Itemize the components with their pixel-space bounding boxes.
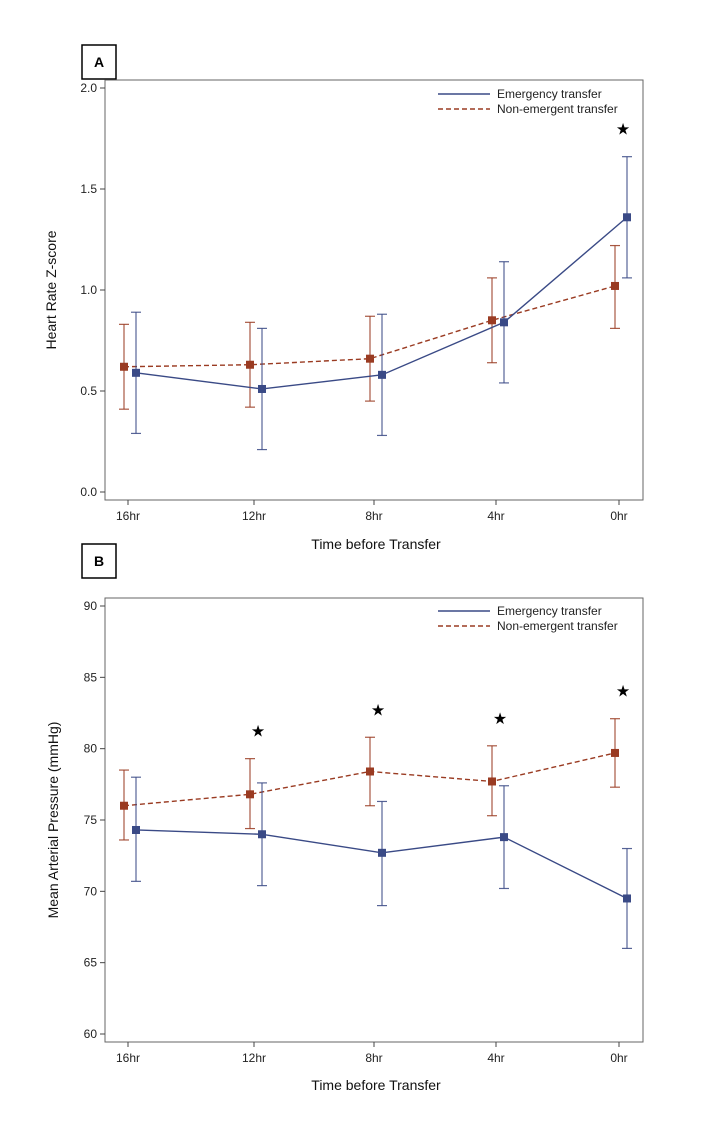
y-tick-label: 60	[84, 1027, 98, 1041]
y-tick-label: 90	[84, 599, 98, 613]
panel-letter: B	[94, 553, 104, 569]
data-point	[623, 213, 631, 222]
data-point	[623, 894, 631, 903]
significance-star: ★	[493, 709, 507, 728]
legend-label: Non-emergent transfer	[497, 102, 618, 116]
x-tick-label: 0hr	[610, 1051, 627, 1065]
data-point	[611, 748, 619, 757]
x-tick-label: 8hr	[365, 1051, 382, 1065]
series-non-emergent	[119, 244, 620, 410]
y-tick-label: 0.0	[80, 485, 97, 499]
data-point	[611, 281, 619, 290]
panel-letter: A	[94, 54, 104, 70]
panel-letter-box	[81, 543, 117, 579]
y-tick-label: 1.5	[80, 182, 97, 196]
data-point	[488, 777, 496, 786]
data-point	[120, 801, 128, 810]
x-tick-label: 4hr	[487, 1051, 504, 1065]
x-tick-label: 16hr	[116, 509, 140, 523]
data-point	[488, 316, 496, 325]
x-tick-label: 12hr	[242, 1051, 266, 1065]
chart-panel-b: B 60 65 70 75 80 85 90 16hr 12hr 8hr 4hr 0hr Time bef…	[45, 543, 644, 1093]
data-point	[366, 767, 374, 776]
significance-star: ★	[616, 682, 630, 701]
x-tick-label: 4hr	[487, 509, 504, 523]
x-axis-label: Time before Transfer	[311, 1077, 441, 1093]
chart-panel-a: A 0.0 0.5 1.0 1.5 2.0 16hr 12hr 8hr 4hr 0hr Time be…	[43, 44, 644, 552]
data-point	[258, 384, 266, 393]
panel-letter-box	[81, 44, 117, 80]
x-tick-label: 16hr	[116, 1051, 140, 1065]
y-tick-label: 75	[84, 813, 98, 827]
series-emergency	[131, 776, 632, 950]
y-axis-label: Mean Arterial Pressure (mmHg)	[45, 722, 61, 919]
data-point	[500, 318, 508, 327]
x-tick-label: 0hr	[610, 509, 627, 523]
data-point	[132, 368, 140, 377]
x-tick-label: 12hr	[242, 509, 266, 523]
significance-star: ★	[251, 722, 265, 741]
y-tick-label: 70	[84, 884, 98, 898]
y-axis-label: Heart Rate Z-score	[43, 230, 59, 349]
legend-label: Emergency transfer	[497, 87, 602, 101]
legend-label: Emergency transfer	[497, 604, 602, 618]
significance-star: ★	[371, 700, 385, 719]
data-point	[378, 370, 386, 379]
x-axis-label: Time before Transfer	[311, 536, 441, 552]
y-tick-label: 0.5	[80, 384, 97, 398]
series-emergency	[131, 156, 632, 451]
data-point	[120, 362, 128, 371]
plot-frame	[104, 79, 644, 501]
y-tick-label: 65	[84, 956, 98, 970]
y-tick-label: 80	[84, 742, 98, 756]
data-point	[258, 830, 266, 839]
x-tick-label: 8hr	[365, 509, 382, 523]
y-tick-label: 85	[84, 670, 98, 684]
series-non-emergent	[119, 718, 620, 841]
legend-label: Non-emergent transfer	[497, 619, 618, 633]
data-point	[500, 833, 508, 842]
y-tick-label: 1.0	[80, 283, 97, 297]
plot-frame	[104, 597, 644, 1043]
data-point	[366, 354, 374, 363]
data-point	[132, 825, 140, 834]
data-point	[246, 790, 254, 799]
series-line	[123, 285, 616, 368]
data-point	[378, 848, 386, 857]
data-point	[246, 360, 254, 369]
y-tick-label: 2.0	[80, 81, 97, 95]
significance-star: ★	[616, 120, 630, 139]
